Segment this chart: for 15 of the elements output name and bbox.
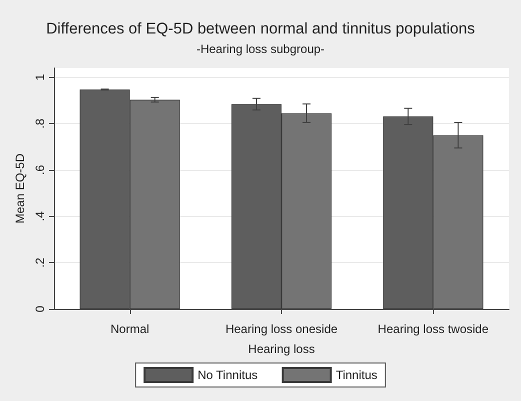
legend-label: Tinnitus — [336, 368, 378, 382]
y-tick-label: 1 — [33, 74, 47, 81]
y-tick-label: .8 — [33, 118, 47, 129]
y-tick-label: .2 — [33, 257, 47, 268]
chart-subtitle: -Hearing loss subgroup- — [196, 42, 325, 56]
x-tick-label: Normal — [110, 322, 150, 336]
y-tick-label: .4 — [33, 210, 47, 222]
y-axis-title: Mean EQ-5D — [13, 153, 27, 224]
x-axis-title: Hearing loss — [248, 342, 315, 356]
x-tick-label: Hearing loss oneside — [225, 322, 338, 336]
y-tick-label: .6 — [33, 164, 47, 175]
chart-title: Differences of EQ-5D between normal and tinnitus populations — [46, 20, 476, 38]
y-tick-label: 0 — [33, 305, 47, 312]
x-tick-label: Hearing loss twoside — [378, 322, 489, 336]
legend-label: No Tinnitus — [198, 368, 258, 382]
